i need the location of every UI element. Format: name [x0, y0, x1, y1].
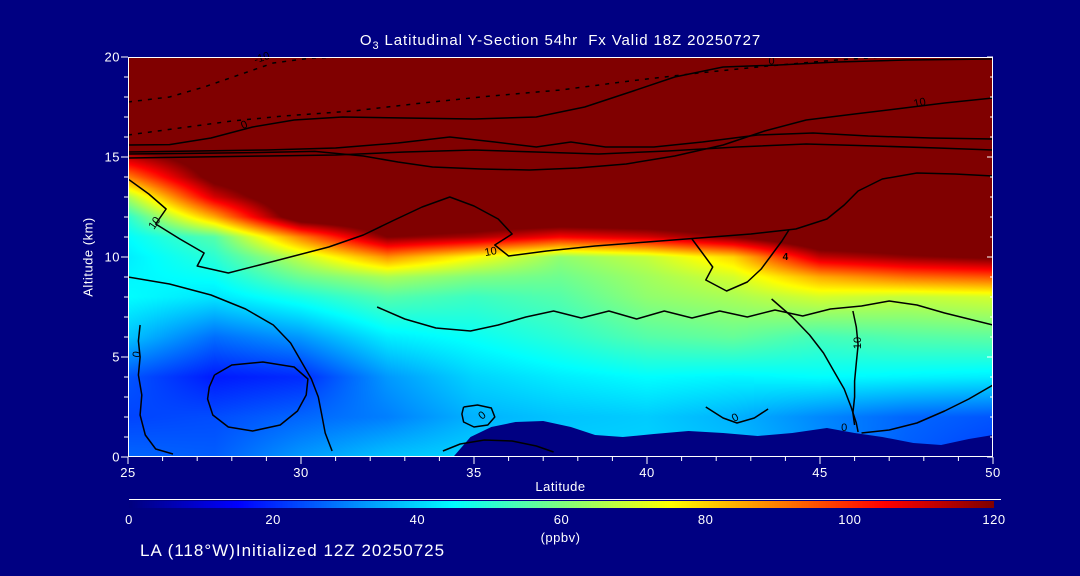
contour-line-blue-pocket-loop	[206, 361, 309, 432]
contour-line-band-2	[128, 143, 993, 159]
x-axis-label: Latitude	[535, 479, 586, 494]
contour-line-mid-wiggle	[376, 300, 993, 332]
contour-line-zero-hook	[705, 406, 769, 424]
contour-line-ten-upper	[128, 97, 993, 171]
terrain-mask	[453, 421, 993, 457]
contour-label: 10	[852, 337, 864, 349]
colorbar-canvas	[129, 501, 994, 508]
contour-line-v-pocket	[691, 229, 790, 292]
contour-label: 0	[730, 411, 741, 424]
chart-title-subscript: 3	[372, 40, 380, 52]
contour-label: 10	[484, 245, 498, 259]
y-tick-label: 10	[104, 249, 120, 265]
y-tick-label: 15	[104, 149, 120, 165]
chart-title-prefix: O	[359, 32, 373, 49]
contour-line-right-rise	[861, 384, 993, 434]
colorbar-tick-label: 120	[982, 512, 1006, 527]
y-tick-label: 0	[112, 449, 120, 465]
contour-line-left-descent	[128, 276, 333, 452]
chart-title-rest: Latitudinal Y-Section 54hr Fx Valid 18Z …	[379, 32, 762, 49]
contour-line-terrain-bump-line	[442, 439, 554, 453]
contour-label: 0	[239, 119, 250, 132]
contour-line-diag-right	[771, 298, 859, 433]
x-tick-label: 40	[639, 465, 655, 480]
chart-title: O3 Latitudinal Y-Section 54hr Fx Valid 1…	[128, 32, 993, 52]
y-tick-label: 5	[112, 349, 120, 365]
colorbar-top-line	[129, 499, 1001, 500]
contour-line-zero-loop-small	[461, 404, 496, 428]
plot-frame	[128, 57, 993, 457]
contour-label: 0	[768, 56, 774, 68]
contour-label: 0	[841, 422, 847, 434]
contour-label: 10	[147, 215, 164, 232]
field-marker: 4	[783, 252, 789, 263]
contour-line-left-vertical	[137, 324, 174, 455]
contour-label: 0	[476, 409, 488, 422]
contour-line-zero-upper	[128, 58, 993, 146]
colorbar-tick-label: 40	[409, 512, 426, 527]
colorbar-tick-label: 20	[265, 512, 281, 527]
colorbar-units-label: (ppbv)	[540, 530, 581, 545]
x-tick-label: 35	[466, 465, 482, 480]
colorbar-tick-label: 100	[838, 512, 862, 527]
x-tick-label: 25	[120, 465, 136, 480]
x-tick-label: 45	[812, 465, 828, 480]
y-tick-label: 20	[104, 49, 120, 65]
colorbar-tick-label: 60	[553, 512, 570, 527]
contour-label: 0	[131, 350, 144, 358]
colorbar-tick-label: 0	[125, 512, 133, 527]
contour-line-dash-upper-1	[128, 57, 347, 103]
contour-label: 10	[912, 96, 926, 110]
x-tick-label: 50	[985, 465, 1001, 480]
run-info-text: LA (118°W)Initialized 12Z 20250725	[140, 541, 446, 560]
contour-label: -10	[253, 50, 272, 66]
contour-line-ten-mid	[128, 172, 993, 274]
contour-line-band-1	[128, 132, 993, 153]
x-tick-label: 30	[293, 465, 309, 480]
colorbar-tick-label: 80	[697, 512, 714, 527]
contour-line-ten-vertical	[852, 310, 859, 426]
